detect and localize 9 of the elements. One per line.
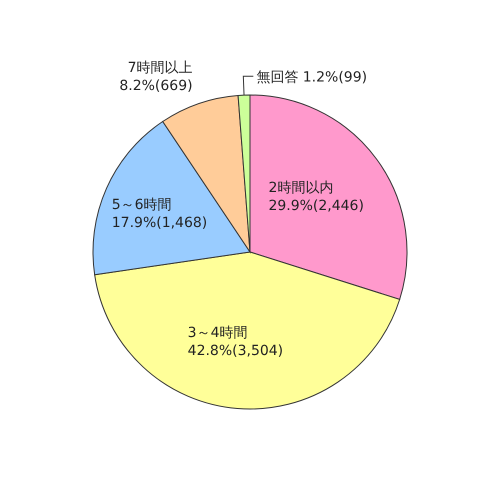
data-label: 42.8%(3,504) [188, 342, 284, 359]
slice-label: 5～6時間 [112, 197, 172, 214]
data-label: 8.2%(669) [119, 78, 193, 94]
data-label: 17.9%(1,468) [112, 215, 208, 232]
slice-label: 7時間以上 [128, 60, 193, 76]
data-label: 29.9%(2,446) [268, 198, 364, 214]
slice-label: 3～4時間 [188, 324, 248, 341]
slice-label: 無回答 1.2%(99) [256, 69, 368, 86]
slice-label: 2時間以内 [268, 180, 334, 196]
